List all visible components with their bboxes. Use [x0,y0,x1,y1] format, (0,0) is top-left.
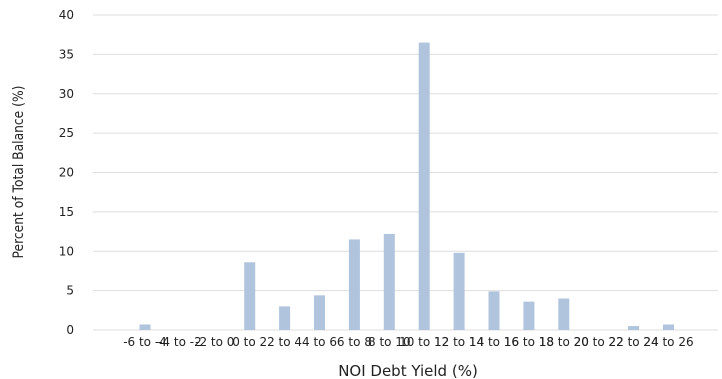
bar [383,233,395,330]
bar [558,298,570,330]
x-tick-label: 8 to 10 [368,335,411,349]
bar [523,301,535,330]
x-tick-label: 4 to 6 [302,335,337,349]
bar [139,324,151,330]
bar [418,42,430,330]
y-tick-label: 30 [59,87,74,101]
x-tick-label: 22 to 24 [608,335,658,349]
gridlines [93,14,718,331]
y-tick-label: 20 [59,166,74,180]
y-tick-label: 5 [66,284,74,298]
y-axis-label: Percent of Total Balance (%) [11,86,27,259]
x-tick-label: -4 to -2 [158,335,202,349]
x-tick-label: -6 to -4 [123,335,167,349]
bar [453,252,465,330]
y-tick-label: 35 [59,47,74,61]
bar [628,326,640,330]
x-tick-label: 24 to 26 [643,335,693,349]
bar [348,239,360,330]
x-tick-label: 18 to 20 [539,335,589,349]
x-tick-label: 16 to 18 [504,335,554,349]
bar [663,324,674,330]
y-axis-ticks: 0 5 10 15 20 25 30 35 40 [59,8,74,337]
x-tick-label: 10 to 12 [399,335,449,349]
bars [139,42,674,330]
x-tick-label: 20 to 22 [574,335,624,349]
y-tick-label: 15 [59,205,74,219]
x-axis-label: NOI Debt Yield (%) [338,362,478,379]
bar [244,262,256,330]
y-tick-label: 0 [66,323,74,337]
y-tick-label: 10 [59,244,74,258]
bar [314,295,325,330]
x-tick-label: -2 to 0 [195,335,234,349]
x-tick-label: 12 to 14 [434,335,484,349]
x-tick-label: 6 to 8 [337,335,372,349]
x-tick-label: 0 to 2 [232,335,267,349]
bar [488,291,500,330]
y-tick-label: 25 [59,126,74,140]
x-tick-label: 2 to 4 [267,335,302,349]
x-tick-label: 14 to 16 [469,335,519,349]
y-tick-label: 40 [59,8,74,22]
bar [279,306,291,330]
